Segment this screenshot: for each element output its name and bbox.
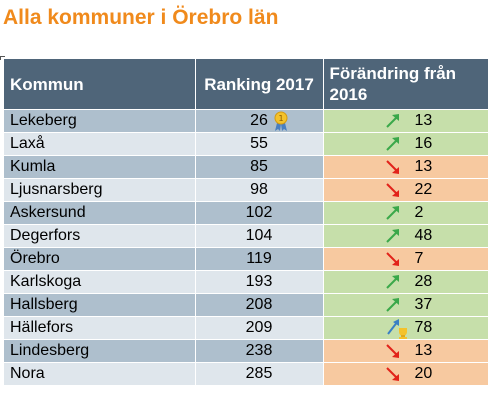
ranking-value: 85 bbox=[250, 158, 268, 175]
table-row: Askersund 102 2 bbox=[4, 201, 489, 225]
change-value: 13 bbox=[414, 158, 433, 175]
table-row: Hallsberg 208 37 bbox=[4, 293, 489, 317]
kommun-cell: Karlskoga bbox=[4, 270, 196, 294]
change-cell: 48 bbox=[323, 224, 489, 248]
ranking-value: 208 bbox=[245, 296, 273, 313]
table-row: Laxå 55 16 bbox=[4, 132, 489, 156]
ranking-cell: 98 bbox=[195, 178, 324, 202]
header-row: Kommun Ranking 2017 Förändring från 2016 bbox=[4, 59, 489, 110]
change-value: 78 bbox=[414, 319, 433, 336]
kommun-cell: Hallsberg bbox=[4, 293, 196, 317]
table-row: Nora 285 20 bbox=[4, 362, 489, 385]
change-cell: 13 bbox=[323, 109, 489, 133]
change-cell: 2 bbox=[323, 201, 489, 225]
ranking-cell: 55 bbox=[195, 132, 324, 156]
change-value: 20 bbox=[414, 365, 433, 382]
change-cell: 22 bbox=[323, 178, 489, 202]
change-value: 2 bbox=[414, 204, 424, 221]
kommun-cell: Laxå bbox=[4, 132, 196, 156]
change-cell: 78 bbox=[323, 316, 489, 340]
medal-icon: 1 bbox=[274, 111, 288, 132]
change-cell: 13 bbox=[323, 155, 489, 179]
column-header-change: Förändring från 2016 bbox=[323, 59, 489, 110]
corner-mark bbox=[0, 56, 5, 60]
table-row: Karlskoga 193 28 bbox=[4, 270, 489, 294]
kommun-cell: Ljusnarsberg bbox=[4, 178, 196, 202]
ranking-value: 238 bbox=[245, 342, 273, 359]
arrow-up-icon bbox=[384, 136, 402, 152]
kommun-cell: Hällefors bbox=[4, 316, 196, 340]
change-value: 48 bbox=[414, 227, 433, 244]
table-row: Lekeberg 26 1 13 bbox=[4, 109, 489, 133]
page-title: Alla kommuner i Örebro län bbox=[3, 6, 279, 29]
ranking-value: 102 bbox=[245, 204, 273, 221]
change-value: 13 bbox=[414, 112, 433, 129]
change-value: 28 bbox=[414, 273, 433, 290]
ranking-value: 104 bbox=[245, 227, 273, 244]
table-row: Ljusnarsberg 98 22 bbox=[4, 178, 489, 202]
ranking-value: 285 bbox=[245, 365, 273, 382]
arrow-down-icon bbox=[384, 159, 402, 175]
ranking-cell: 85 bbox=[195, 155, 324, 179]
ranking-cell: 209 bbox=[195, 316, 324, 340]
arrow-up-icon bbox=[384, 228, 402, 244]
ranking-value: 209 bbox=[245, 319, 273, 336]
kommun-cell: Lindesberg bbox=[4, 339, 196, 363]
table-row: Örebro 119 7 bbox=[4, 247, 489, 271]
change-value: 22 bbox=[414, 181, 433, 198]
ranking-cell: 26 1 bbox=[195, 109, 324, 133]
change-value: 7 bbox=[414, 250, 424, 267]
kommun-cell: Nora bbox=[4, 362, 196, 385]
change-cell: 7 bbox=[323, 247, 489, 271]
arrow-up-icon bbox=[384, 205, 402, 221]
trophy-arrow-icon bbox=[386, 318, 410, 340]
column-header-ranking: Ranking 2017 bbox=[195, 59, 324, 110]
ranking-value: 26 bbox=[250, 112, 268, 129]
kommun-cell: Örebro bbox=[4, 247, 196, 271]
kommun-cell: Lekeberg bbox=[4, 109, 196, 133]
arrow-up-icon bbox=[384, 297, 402, 313]
ranking-cell: 104 bbox=[195, 224, 324, 248]
change-value: 13 bbox=[414, 342, 433, 359]
ranking-cell: 119 bbox=[195, 247, 324, 271]
table-row: Kumla 85 13 bbox=[4, 155, 489, 179]
ranking-cell: 193 bbox=[195, 270, 324, 294]
ranking-value: 119 bbox=[246, 250, 272, 267]
ranking-value: 193 bbox=[245, 273, 273, 290]
kommun-cell: Kumla bbox=[4, 155, 196, 179]
change-cell: 16 bbox=[323, 132, 489, 156]
arrow-down-icon bbox=[384, 366, 402, 382]
table-row: Hällefors 209 78 bbox=[4, 316, 489, 340]
kommun-cell: Askersund bbox=[4, 201, 196, 225]
kommun-cell: Degerfors bbox=[4, 224, 196, 248]
change-cell: 13 bbox=[323, 339, 489, 363]
arrow-down-icon bbox=[384, 251, 402, 267]
arrow-up-icon bbox=[384, 274, 402, 290]
table-row: Degerfors 104 48 bbox=[4, 224, 489, 248]
ranking-cell: 285 bbox=[195, 362, 324, 385]
ranking-value: 98 bbox=[250, 181, 268, 198]
change-cell: 37 bbox=[323, 293, 489, 317]
change-value: 37 bbox=[414, 296, 433, 313]
change-value: 16 bbox=[414, 135, 433, 152]
change-cell: 20 bbox=[323, 362, 489, 385]
table-row: Lindesberg 238 13 bbox=[4, 339, 489, 363]
arrow-up-icon bbox=[384, 113, 402, 129]
ranking-value: 55 bbox=[250, 135, 268, 152]
change-cell: 28 bbox=[323, 270, 489, 294]
ranking-cell: 102 bbox=[195, 201, 324, 225]
column-header-kommun: Kommun bbox=[4, 59, 196, 110]
kommun-ranking-table: Kommun Ranking 2017 Förändring från 2016… bbox=[4, 59, 489, 385]
arrow-down-icon bbox=[384, 343, 402, 359]
svg-text:1: 1 bbox=[278, 114, 283, 123]
ranking-cell: 238 bbox=[195, 339, 324, 363]
arrow-down-icon bbox=[384, 182, 402, 198]
ranking-cell: 208 bbox=[195, 293, 324, 317]
